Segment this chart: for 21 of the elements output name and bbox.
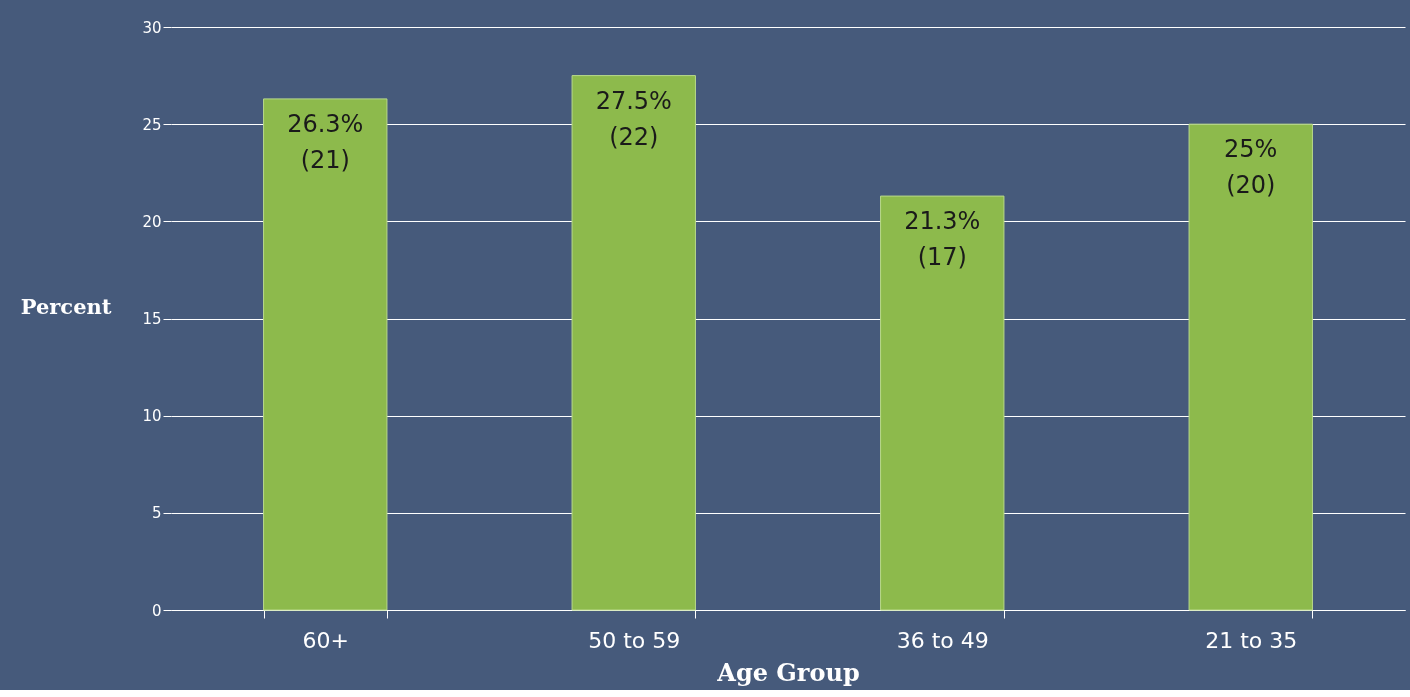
bar (571, 75, 696, 611)
x-tick-label: 36 to 49 (896, 627, 989, 653)
y-tick-label: 20 (142, 212, 162, 231)
y-axis-title: Percent (20, 293, 112, 319)
y-tick-label: 30 (142, 18, 162, 37)
y-tick-label: 10 (142, 407, 162, 426)
bar (263, 98, 388, 611)
data-label: 21.3% (17) (904, 207, 981, 272)
y-tick-label: 25 (142, 115, 162, 134)
y-tick-label: 5 (151, 504, 162, 523)
y-tick-label: 15 (142, 310, 162, 328)
x-axis-title: Age Group (716, 657, 860, 687)
x-tick-label: 21 to 35 (1205, 627, 1298, 653)
data-label: 25% (20) (1224, 135, 1278, 200)
bar (1188, 123, 1313, 611)
data-label: 26.3% (21) (287, 109, 364, 174)
x-tick-label: 50 to 59 (588, 627, 681, 653)
x-tick-label: 60+ (302, 627, 349, 653)
bar (880, 195, 1005, 611)
data-label: 27.5% (22) (595, 86, 672, 151)
y-tick-label: 0 (151, 601, 162, 620)
